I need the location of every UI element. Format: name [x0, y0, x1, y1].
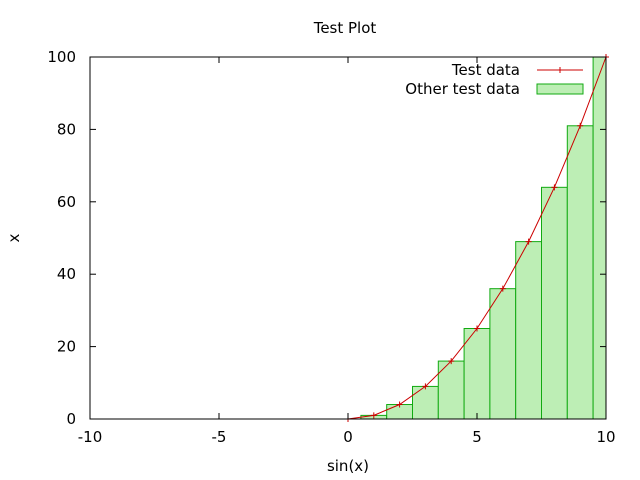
y-tick-label: 40: [57, 265, 76, 283]
legend-label: Test data: [451, 61, 520, 79]
legend-point-swatch: [557, 67, 563, 73]
legend-box-swatch: [536, 83, 584, 95]
bar: [463, 328, 491, 420]
x-axis-label: sin(x): [327, 457, 369, 475]
y-tick-label: 60: [57, 193, 76, 211]
bar: [489, 288, 517, 420]
y-axis-label: x: [5, 233, 23, 242]
data-point: [370, 412, 377, 419]
legend-label: Other test data: [405, 80, 520, 98]
bar: [515, 241, 543, 420]
x-tick-label: 10: [596, 428, 615, 446]
data-point: [448, 358, 455, 365]
x-tick-label: -10: [78, 428, 103, 446]
y-tick-label: 100: [47, 48, 76, 66]
bar-series: [360, 56, 607, 420]
data-point: [525, 238, 532, 245]
bar: [437, 360, 465, 420]
data-point: [474, 325, 480, 332]
x-tick-label: 5: [472, 428, 482, 446]
chart-title: Test Plot: [313, 19, 377, 37]
data-point: [396, 401, 403, 408]
data-point: [577, 122, 584, 129]
data-point: [551, 184, 558, 191]
y-tick-label: 0: [66, 410, 76, 428]
y-tick-label: 80: [57, 120, 76, 138]
bar: [412, 385, 439, 420]
bar: [566, 125, 594, 420]
y-tick-label: 20: [57, 338, 76, 356]
x-tick-label: 0: [343, 428, 353, 446]
x-tick-label: -5: [212, 428, 227, 446]
bar: [541, 186, 568, 420]
data-point: [499, 285, 506, 292]
bar: [592, 56, 607, 420]
data-point: [422, 383, 429, 390]
